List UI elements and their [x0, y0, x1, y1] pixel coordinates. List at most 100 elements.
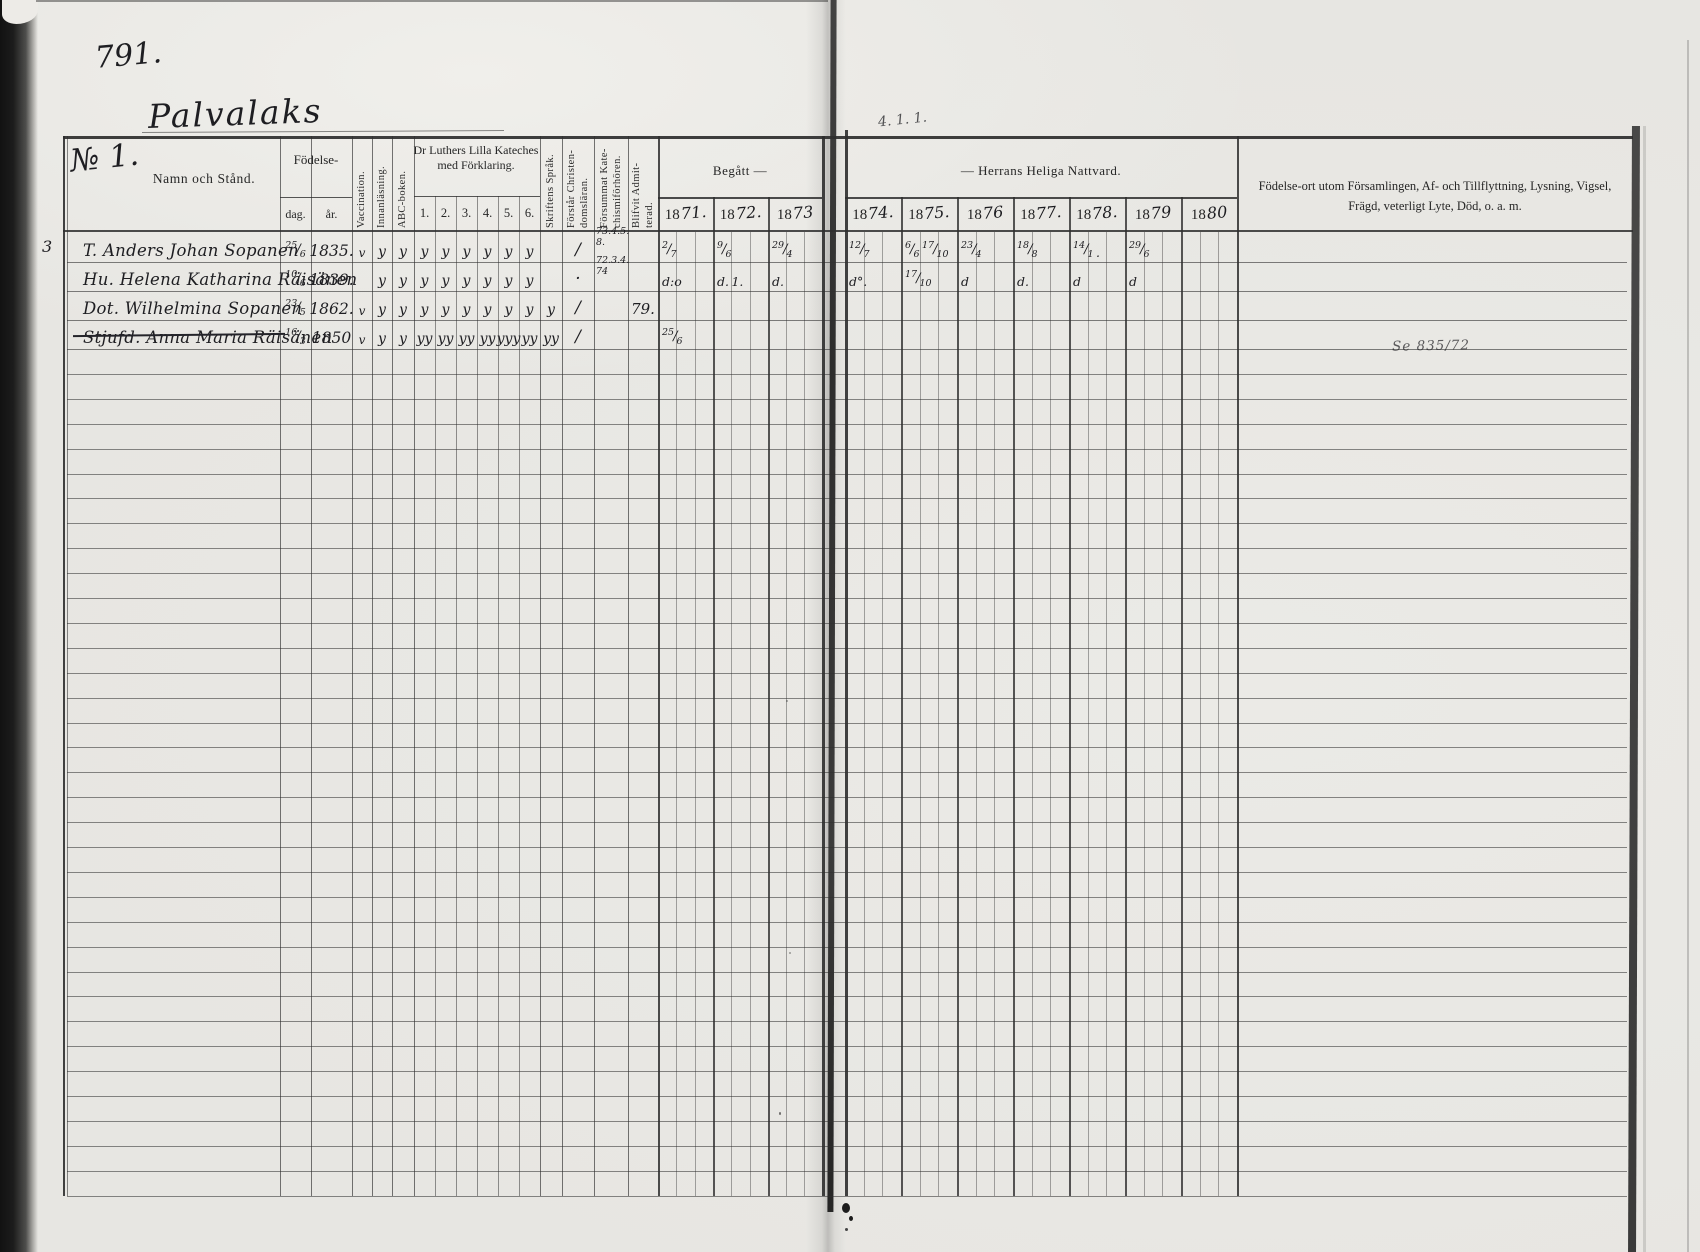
- year-handwritten: 76: [981, 202, 1004, 223]
- entry-birth-day: 25/6: [280, 233, 311, 262]
- vertical-column-header-forstar: Förstår Christen-domsläran.: [562, 139, 594, 229]
- entry-mark-forstar: ·: [575, 269, 581, 289]
- entry-year-1875: 17/10: [901, 262, 957, 291]
- vertical-header-line: Försummat Kate-: [599, 148, 611, 228]
- book-right-fore-edge-shadow: [1643, 126, 1646, 1252]
- vertical-header-line: Förstår Christen-: [566, 149, 578, 228]
- entry-mark-innan: y: [378, 302, 386, 318]
- date-fraction: 25/6: [285, 240, 306, 260]
- entry-forsummat: 73.4.5. 8.: [594, 226, 629, 256]
- year-handwritten: 74.: [867, 201, 895, 224]
- entry-mark-k4: y: [483, 244, 492, 260]
- year-handwritten: 75.: [923, 201, 951, 224]
- entry-mark-k1: y: [420, 302, 429, 318]
- entry-mark-abc: y: [399, 302, 407, 318]
- ink-blot: [845, 1228, 848, 1231]
- entry-year-1872: 9/6: [713, 233, 768, 262]
- entry-mark-vacc: v: [358, 246, 366, 260]
- entry-mark-k3: yy: [458, 331, 475, 347]
- ink-blot: [849, 1216, 853, 1221]
- date-fraction: 29/4: [772, 240, 793, 260]
- vertical-column-header-sprak: Skriftens Språk.: [540, 139, 562, 229]
- year-printed: 18: [1076, 207, 1092, 223]
- forsummat-line: 72.3.4.: [596, 255, 630, 266]
- entry-mark-k2: yy: [437, 331, 454, 347]
- catechism-number: 3.: [461, 206, 472, 220]
- catechism-number: 1.: [419, 206, 430, 220]
- date-fraction: 16/3: [285, 327, 306, 347]
- year-label-left: 1872.: [713, 202, 768, 224]
- year-label-left: 1873: [768, 202, 822, 224]
- year-label-right: 1879: [1125, 202, 1181, 224]
- year-handwritten: 78.: [1091, 201, 1119, 224]
- vertical-header-line: ABC-boken.: [397, 170, 409, 228]
- date-fraction: 12/7: [849, 240, 870, 260]
- entry-mark-k6: yy: [521, 331, 538, 347]
- entry-year-1877: d.: [1013, 262, 1069, 291]
- entry-mark-innan: y: [378, 273, 386, 289]
- year-printed: 18: [966, 207, 982, 223]
- entry-year-1876: 23/4: [957, 233, 1013, 262]
- handwritten-mark: d°.: [849, 274, 868, 289]
- forsummat-line: 74: [596, 265, 609, 277]
- entry-birth-day: 23/5: [280, 291, 311, 320]
- vertical-header-line: Blifvit Admit-: [631, 162, 643, 228]
- entry-mark-k5: y: [504, 302, 513, 318]
- entry-year-1871: d:o: [658, 262, 713, 291]
- entry-year-1873: d.: [768, 262, 822, 291]
- entry-mark-k3: y: [462, 244, 471, 260]
- date-fraction: 25/6: [662, 327, 683, 347]
- vertical-header-line: terad.: [643, 201, 655, 228]
- handwritten-mark: d: [1073, 274, 1082, 289]
- date-fraction: 14/1: [1073, 240, 1094, 260]
- ink-speck: [786, 700, 788, 702]
- year-label-right: 1877.: [1013, 202, 1069, 224]
- year-printed: 18: [908, 207, 924, 223]
- catechism-number: 6.: [524, 206, 535, 220]
- entry-mark-k4: yy: [479, 331, 496, 347]
- handwritten-mark: d: [961, 274, 970, 289]
- entry-birth-day: 16/3: [280, 320, 311, 349]
- handwritten-mark: .: [1096, 245, 1101, 260]
- year-printed: 18: [852, 207, 868, 223]
- entry-mark-vacc: v: [358, 333, 366, 347]
- date-fraction: 17/10: [905, 269, 932, 289]
- vertical-column-header-innan: Innanläsning.: [372, 139, 392, 229]
- date-fraction: 23/5: [285, 298, 306, 318]
- handwritten-mark: 1.: [731, 274, 744, 289]
- entry-mark-k2: y: [441, 273, 450, 289]
- entry-mark-k2: y: [441, 302, 450, 318]
- entry-note: Se 835/72: [1391, 337, 1471, 355]
- vertical-header-line: chismiförhören.: [611, 155, 623, 228]
- handwritten-mark: d: [1129, 274, 1138, 289]
- entry-year-1871: 2/7: [658, 233, 713, 262]
- birth-header: Födelse-: [293, 152, 339, 167]
- entry-birth-year: 1862.: [309, 300, 354, 318]
- year-handwritten: 71.: [679, 201, 707, 224]
- year-label-left: 1871.: [658, 201, 713, 224]
- year-printed: 18: [1134, 207, 1150, 223]
- year-printed: 18: [776, 207, 792, 223]
- entry-birth-year: 1850: [311, 329, 352, 347]
- year-printed: 18: [719, 207, 735, 223]
- year-printed: 18: [1020, 207, 1036, 223]
- date-fraction: 18/8: [1017, 240, 1038, 260]
- entry-margin-number: 3: [42, 237, 53, 256]
- date-fraction: 17/10: [921, 240, 949, 260]
- year-printed: 18: [664, 207, 680, 223]
- birth-day-header: dag.: [285, 207, 306, 221]
- entry-year-1879: d: [1125, 262, 1181, 291]
- date-fraction: 9/6: [717, 240, 732, 260]
- entry-year-1878: 14/1 .: [1069, 233, 1125, 262]
- entry-mark-k4: y: [483, 302, 492, 318]
- handwritten-mark: d:o: [662, 274, 682, 289]
- date-fraction: 2/7: [662, 240, 677, 260]
- entry-mark-k6: y: [525, 302, 534, 318]
- entry-year-1873: 29/4: [768, 233, 822, 262]
- date-fraction: 10/6: [285, 269, 306, 289]
- vertical-header-line: Innanläsning.: [376, 165, 388, 228]
- entry-birth-year: 1839.: [309, 271, 354, 289]
- ink-blot: [842, 1203, 850, 1213]
- entry-year-1879: 29/6: [1125, 233, 1181, 262]
- year-label-right: 1875.: [901, 201, 957, 224]
